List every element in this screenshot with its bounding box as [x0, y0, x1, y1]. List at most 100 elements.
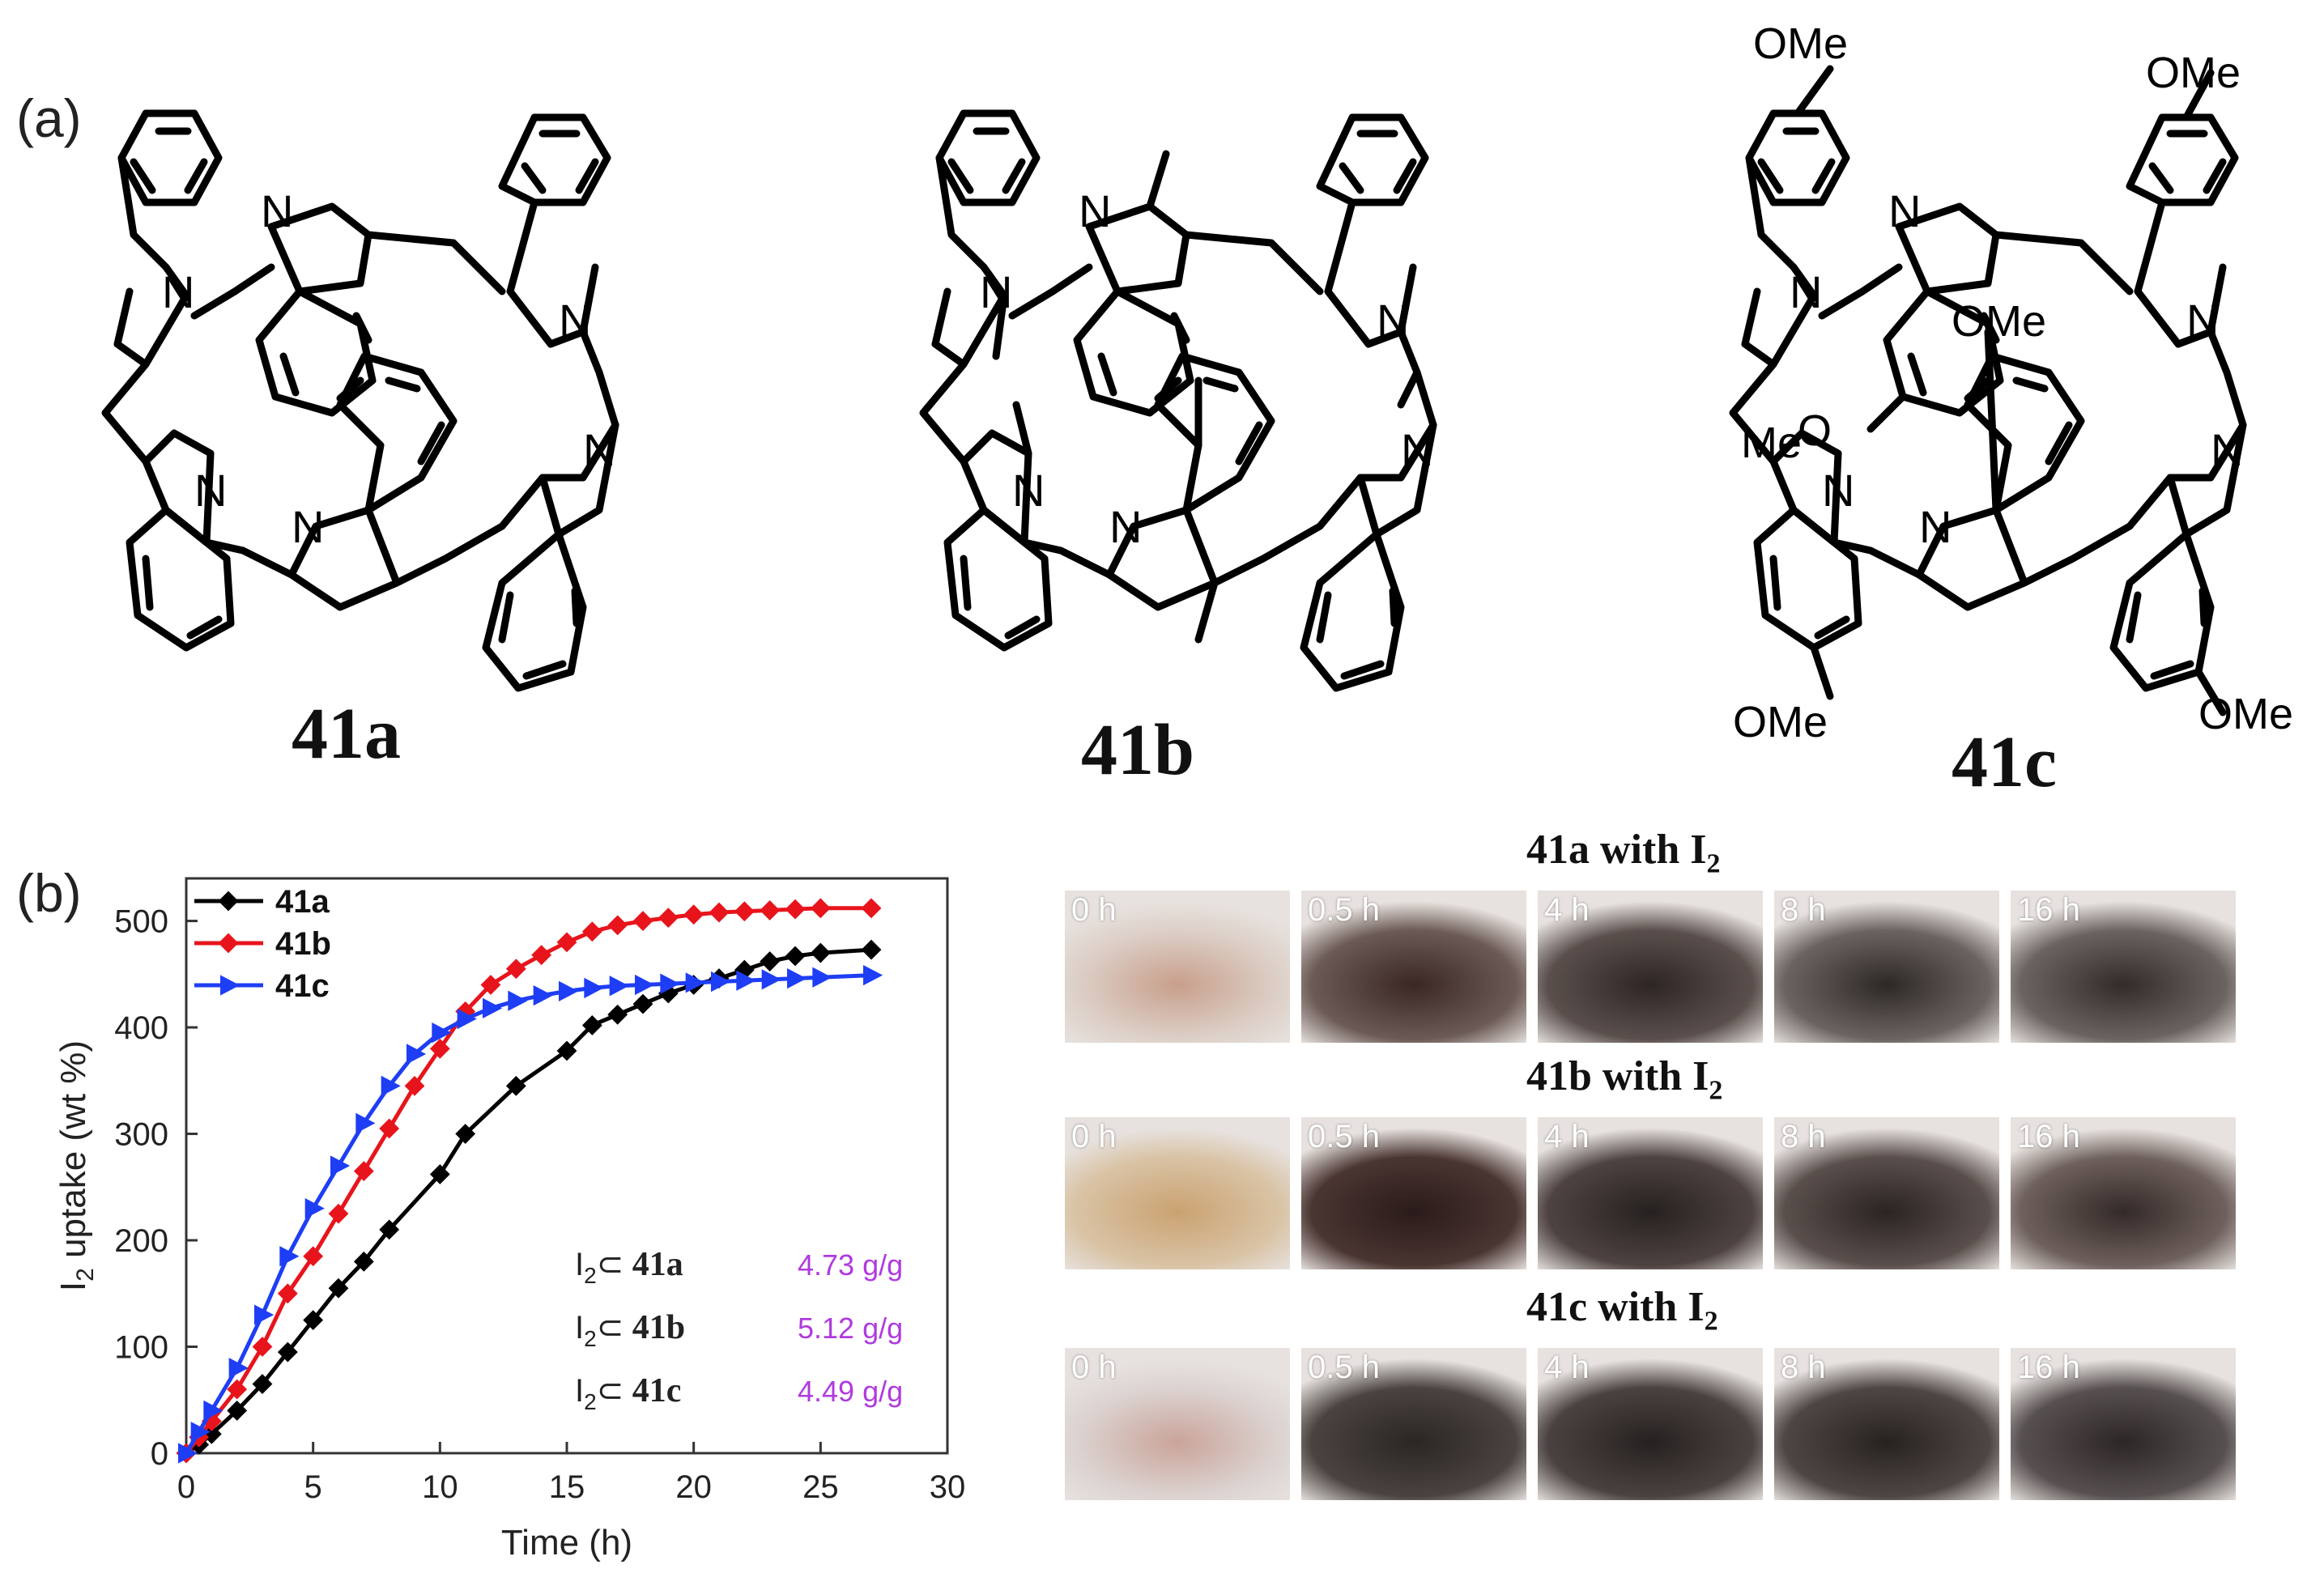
plot-frame	[185, 877, 949, 1455]
data-point-41c	[584, 977, 604, 999]
data-point-41b	[531, 945, 552, 966]
photo-41c-3: 8 h	[1774, 1348, 1999, 1500]
x-tick-label: 5	[304, 1469, 322, 1505]
data-point-41a	[328, 1278, 349, 1299]
data-point-41c	[203, 1400, 223, 1422]
n-atom-label: N	[1822, 465, 1854, 516]
n-atom-label: N	[980, 266, 1012, 317]
photo-row-title-text: 41c with I	[1526, 1284, 1705, 1330]
data-point-41c	[812, 967, 832, 988]
data-point-41c	[609, 976, 629, 997]
data-point-41b	[785, 899, 806, 920]
photo-time-label: 16 h	[2017, 1119, 2080, 1154]
structure-41a: N N N N N N	[105, 113, 615, 688]
x-tick-label: 25	[802, 1469, 839, 1505]
photo-41b-4: 16 h	[2011, 1117, 2236, 1269]
data-point-41b	[556, 932, 577, 953]
photo-row-title-sub: 2	[1706, 848, 1721, 879]
x-tick-label: 30	[930, 1469, 966, 1505]
series-line-41b	[185, 906, 871, 1455]
x-tick-label: 0	[177, 1469, 195, 1505]
data-point-41b	[760, 900, 781, 920]
data-point-41c	[254, 1304, 275, 1325]
data-point-41b	[632, 911, 653, 932]
y-tick-label: 100	[114, 1330, 168, 1366]
data-point-41c	[787, 967, 807, 989]
legend-marker-41b	[218, 933, 239, 954]
data-point-41a	[861, 939, 882, 960]
uptake-annotation-value: 4.49 g/g	[798, 1375, 903, 1408]
photo-41b-2: 4 h	[1538, 1117, 1763, 1269]
data-point-41a	[581, 1015, 602, 1035]
photo-41a-2: 4 h	[1538, 891, 1763, 1043]
data-point-41a	[252, 1374, 273, 1394]
data-point-41b	[379, 1118, 400, 1139]
data-point-41b	[303, 1246, 324, 1267]
data-point-41a	[760, 951, 781, 971]
data-point-41c	[178, 1443, 198, 1464]
n-atom-label: N	[1012, 465, 1045, 516]
n-atom-label: N	[1401, 424, 1433, 475]
legend-label-41b: 41b	[275, 926, 331, 962]
data-point-41b	[658, 908, 679, 929]
x-tick-label: 15	[549, 1469, 585, 1505]
data-point-41b	[505, 959, 526, 980]
data-point-41c	[228, 1358, 249, 1379]
data-point-41c	[279, 1246, 300, 1267]
structure-41c: OMe OMe OMe OMe OMe Me O N N N N N N	[1733, 19, 2293, 746]
data-point-41b	[861, 898, 882, 919]
data-point-41a	[505, 1075, 526, 1096]
ome-label: OMe	[1952, 297, 2046, 346]
photo-time-label: 8 h	[1781, 1119, 1826, 1154]
photo-41c-4: 16 h	[2011, 1348, 2236, 1500]
photo-time-label: 16 h	[2017, 1350, 2080, 1385]
series-line-41a	[185, 947, 872, 1456]
n-atom-label: N	[1888, 185, 1921, 236]
photo-time-label: 8 h	[1781, 1350, 1826, 1385]
legend-marker-41c	[220, 975, 240, 996]
data-point-41c	[483, 997, 503, 1019]
compound-label-41b: 41b	[1081, 710, 1195, 790]
compound-label-41c: 41c	[1952, 722, 2057, 802]
uptake-annotation-value: 4.73 g/g	[798, 1248, 903, 1282]
photo-row-title-sub: 2	[1704, 1306, 1718, 1337]
data-point-41c	[457, 1008, 477, 1030]
n-atom-label: N	[292, 501, 324, 552]
panel-b-label: (b)	[16, 863, 82, 923]
data-point-41c	[508, 990, 528, 1011]
data-point-41c	[711, 971, 731, 993]
photo-time-label: 0.5 h	[1308, 1350, 1380, 1385]
data-point-41b	[709, 902, 730, 923]
photo-time-label: 4 h	[1544, 892, 1590, 928]
y-axis-label: I2 uptake (wt %)	[53, 1040, 99, 1291]
y-tick-label: 400	[114, 1010, 168, 1046]
data-point-41c	[406, 1044, 427, 1065]
photo-row-title-text: 41a with I	[1526, 827, 1707, 873]
photo-time-label: 4 h	[1544, 1350, 1590, 1385]
photo-row-title-sub: 2	[1709, 1075, 1723, 1106]
x-axis-label: Time (h)	[501, 1523, 632, 1562]
structures-panel: N N N N N N N N N N N N	[0, 19, 2293, 746]
photo-time-label: 0 h	[1071, 1350, 1117, 1385]
photo-row-title-41c: 41c with I2	[1526, 1283, 1718, 1337]
data-point-41c	[304, 1197, 325, 1219]
data-point-41a	[455, 1124, 476, 1144]
photo-41b-1: 0.5 h	[1301, 1117, 1526, 1269]
legend-label-41c: 41c	[275, 968, 330, 1004]
data-point-41a	[379, 1219, 400, 1240]
photo-41b-0: 0 h	[1065, 1117, 1290, 1269]
photo-41b-3: 8 h	[1774, 1117, 1999, 1269]
n-atom-label: N	[1377, 295, 1409, 346]
n-atom-label: N	[1109, 501, 1142, 552]
o-atom-label: O	[1798, 406, 1832, 455]
photo-row-title-text: 41b with I	[1526, 1053, 1709, 1099]
data-point-41a	[632, 993, 653, 1014]
photo-row-title-41a: 41a with I2	[1526, 826, 1720, 879]
y-tick-label: 500	[114, 904, 168, 940]
data-point-41b	[683, 904, 704, 925]
n-atom-label: N	[261, 185, 293, 236]
legend-marker-41a	[218, 891, 239, 912]
photo-time-label: 0.5 h	[1308, 1119, 1380, 1154]
me-label: Me	[1741, 419, 1802, 467]
ome-label: OMe	[2198, 690, 2293, 738]
